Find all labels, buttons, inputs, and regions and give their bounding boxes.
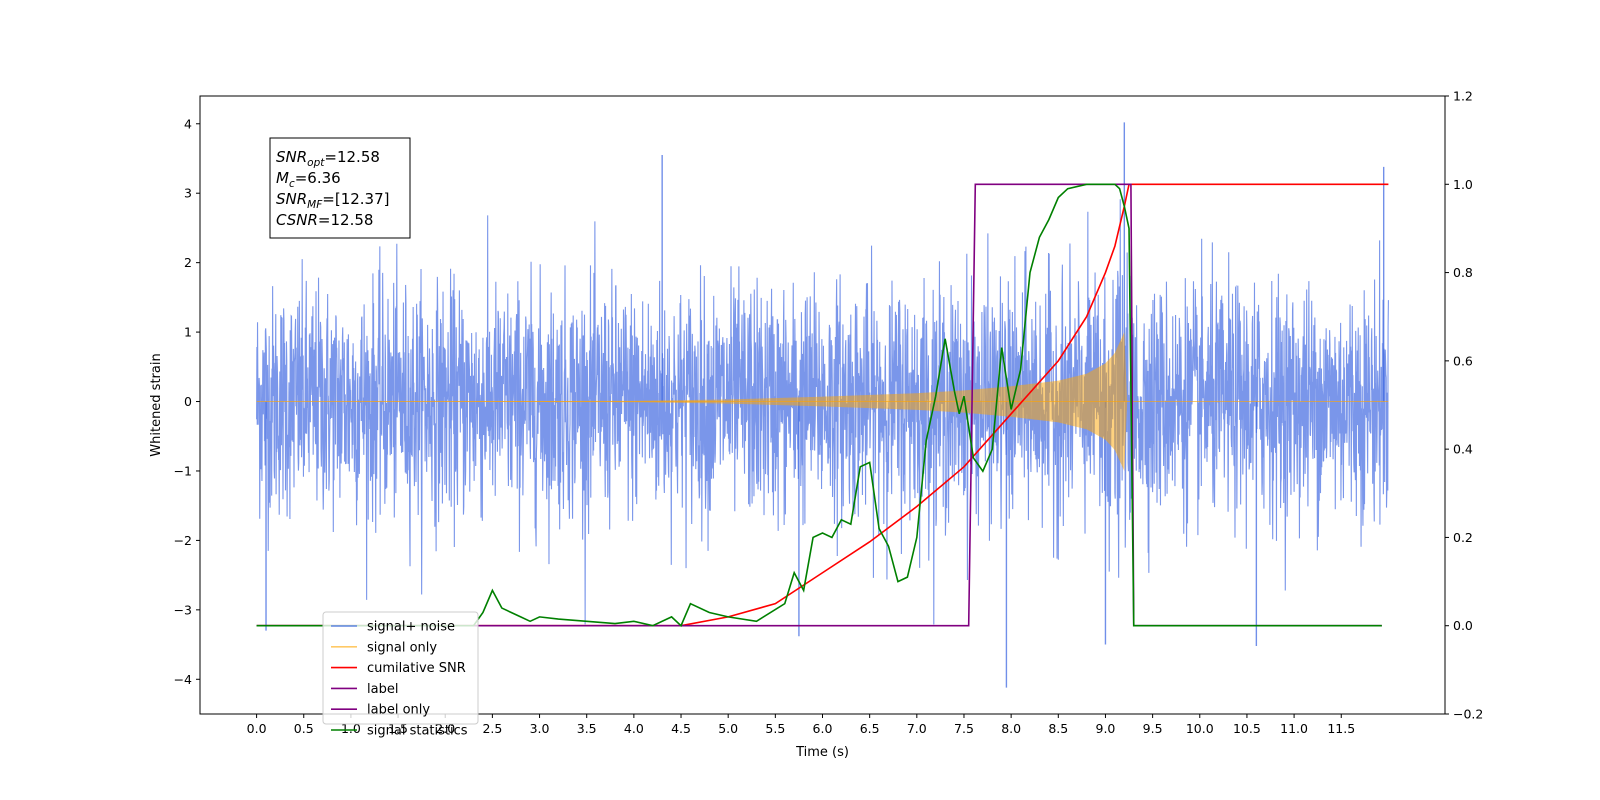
series-layer bbox=[256, 122, 1389, 688]
x-tick-label: 0.0 bbox=[247, 721, 267, 736]
x-tick-label: 2.5 bbox=[482, 721, 502, 736]
y-axis-right: −0.2 0.0 0.2 0.4 0.6 0.8 1.0 1.2 bbox=[1445, 89, 1483, 722]
series-signal-noise bbox=[256, 199, 1389, 625]
x-tick-label: 0.5 bbox=[294, 721, 314, 736]
x-tick-label: 3.0 bbox=[530, 721, 550, 736]
legend-entry: signal only bbox=[367, 640, 437, 655]
legend-entry: signal+ noise bbox=[367, 620, 455, 635]
legend-entry: cumilative SNR bbox=[367, 661, 466, 676]
series-cumilative-snr bbox=[256, 183, 1389, 627]
x-tick-label: 6.5 bbox=[860, 721, 880, 736]
x-axis-label: Time (s) bbox=[795, 745, 849, 760]
y2-tick-label: 0.2 bbox=[1453, 530, 1473, 545]
y-tick-label: −4 bbox=[174, 672, 192, 687]
x-tick-label: 4.0 bbox=[624, 721, 644, 736]
legend-entry: label bbox=[367, 682, 398, 697]
x-tick-label: 8.5 bbox=[1048, 721, 1068, 736]
x-axis: 0.0 0.5 1.0 1.5 2.0 2.5 3.0 3.5 4.0 4.5 5.0 5.5 6.0 6… bbox=[247, 714, 1355, 736]
series-signal-statistics bbox=[256, 183, 1382, 628]
y-tick-label: 1 bbox=[184, 325, 192, 340]
legend: signal+ noise signal only cumilative SNR la… bbox=[322, 611, 479, 739]
x-tick-label: 10.5 bbox=[1233, 721, 1261, 736]
x-tick-label: 6.0 bbox=[813, 721, 833, 736]
x-tick-label: 1.5 bbox=[388, 721, 408, 736]
x-tick-label: 2.0 bbox=[435, 721, 455, 736]
y-axis-label: Whitened strain bbox=[149, 353, 164, 456]
x-tick-label: 9.5 bbox=[1143, 721, 1163, 736]
info-line: SNRopt=12.58 bbox=[276, 148, 380, 169]
x-tick-label: 4.5 bbox=[671, 721, 691, 736]
x-tick-label: 8.0 bbox=[1001, 721, 1021, 736]
y-tick-label: 4 bbox=[184, 116, 192, 131]
y-tick-label: 2 bbox=[184, 255, 192, 270]
y2-tick-label: 0.0 bbox=[1453, 618, 1473, 633]
legend-entry: signal statistics bbox=[367, 724, 468, 739]
legend-frame bbox=[322, 611, 479, 725]
legend-entry: label only bbox=[367, 703, 430, 718]
info-box-frame bbox=[269, 137, 411, 239]
y2-tick-label: −0.2 bbox=[1453, 707, 1483, 722]
x-tick-label: 5.0 bbox=[718, 721, 738, 736]
x-tick-label: 7.5 bbox=[954, 721, 974, 736]
x-tick-label: 1.0 bbox=[341, 721, 361, 736]
info-annotation-box: SNRopt=12.58Mc=6.36SNRMF=[12.37]CSNR=12.… bbox=[269, 137, 411, 239]
x-tick-label: 3.5 bbox=[577, 721, 597, 736]
y-tick-label: 3 bbox=[184, 186, 192, 201]
x-tick-label: 11.5 bbox=[1327, 721, 1355, 736]
x-tick-label: 9.0 bbox=[1096, 721, 1116, 736]
y-tick-label: −2 bbox=[174, 533, 192, 548]
y-tick-label: −3 bbox=[174, 602, 192, 617]
y2-tick-label: 1.2 bbox=[1453, 89, 1473, 104]
x-tick-label: 11.0 bbox=[1280, 721, 1308, 736]
y-axis-left: −4 −3 −2 −1 0 1 2 3 4 bbox=[174, 116, 200, 687]
y2-tick-label: 0.8 bbox=[1453, 265, 1473, 280]
y2-tick-label: 1.0 bbox=[1453, 177, 1473, 192]
x-tick-label: 7.0 bbox=[907, 721, 927, 736]
info-line: Mc=6.36 bbox=[276, 169, 341, 190]
y2-tick-label: 0.4 bbox=[1453, 442, 1473, 457]
y2-tick-label: 0.6 bbox=[1453, 353, 1473, 368]
x-tick-label: 10.0 bbox=[1186, 721, 1214, 736]
info-line: CSNR=12.58 bbox=[276, 211, 373, 229]
x-tick-label: 5.5 bbox=[765, 721, 785, 736]
y-tick-label: −1 bbox=[174, 463, 192, 478]
info-line: SNRMF=[12.37] bbox=[276, 190, 390, 211]
y-tick-label: 0 bbox=[184, 394, 192, 409]
